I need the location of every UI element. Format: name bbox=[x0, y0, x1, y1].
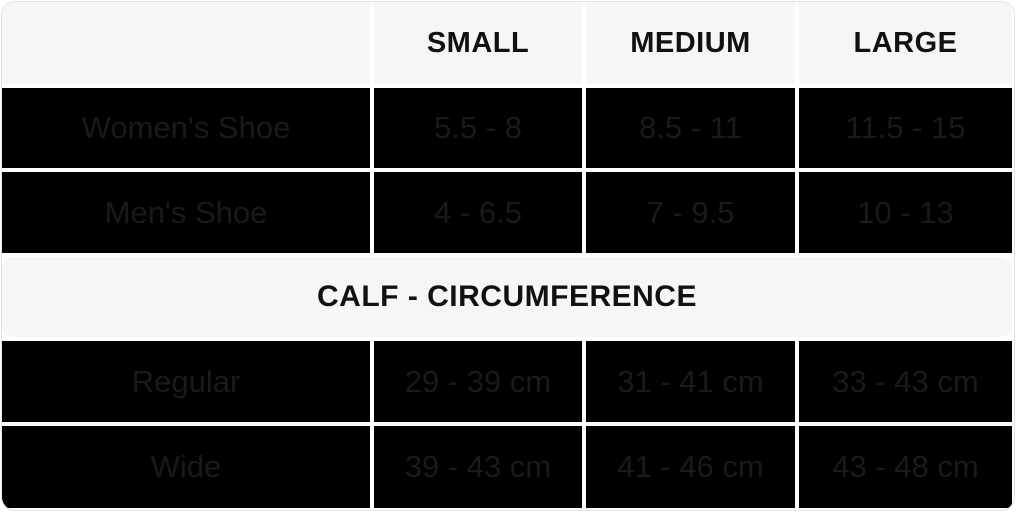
header-empty-cell bbox=[2, 2, 370, 84]
cell-mens-shoe-small: 4 - 6.5 bbox=[374, 172, 582, 253]
cell-wide-small: 39 - 43 cm bbox=[374, 426, 582, 508]
section-header-calf-circumference: CALF - CIRCUMFERENCE bbox=[2, 257, 1012, 337]
cell-mens-shoe-medium: 7 - 9.5 bbox=[586, 172, 795, 253]
column-header-large: LARGE bbox=[799, 2, 1012, 84]
cell-wide-medium: 41 - 46 cm bbox=[586, 426, 795, 508]
row-label-wide: Wide bbox=[2, 426, 370, 508]
row-label-womens-shoe: Women's Shoe bbox=[2, 88, 370, 168]
column-header-small: SMALL bbox=[374, 2, 582, 84]
cell-regular-small: 29 - 39 cm bbox=[374, 341, 582, 422]
cell-regular-large: 33 - 43 cm bbox=[799, 341, 1012, 422]
row-label-regular: Regular bbox=[2, 341, 370, 422]
cell-wide-large: 43 - 48 cm bbox=[799, 426, 1012, 508]
column-header-medium: MEDIUM bbox=[586, 2, 795, 84]
cell-mens-shoe-large: 10 - 13 bbox=[799, 172, 1012, 253]
cell-regular-medium: 31 - 41 cm bbox=[586, 341, 795, 422]
row-label-mens-shoe: Men's Shoe bbox=[2, 172, 370, 253]
cell-womens-shoe-medium: 8.5 - 11 bbox=[586, 88, 795, 168]
cell-womens-shoe-large: 11.5 - 15 bbox=[799, 88, 1012, 168]
cell-womens-shoe-small: 5.5 - 8 bbox=[374, 88, 582, 168]
